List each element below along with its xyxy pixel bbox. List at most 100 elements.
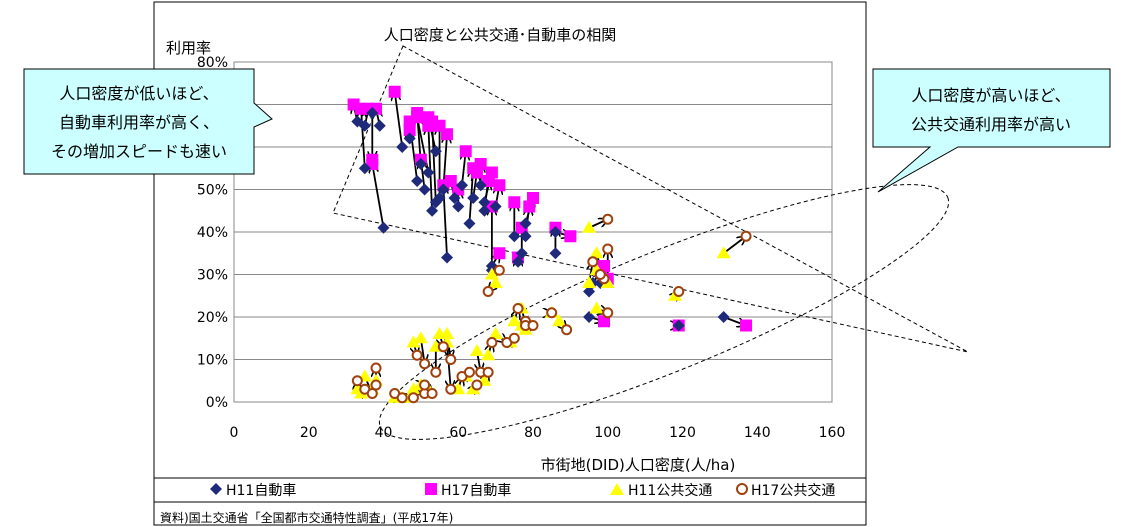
h11-car-point [489, 200, 502, 213]
h11-car-point [467, 192, 480, 204]
h11-car-point [549, 247, 562, 260]
h11-transit-point [582, 276, 597, 288]
h11-car-point [366, 107, 379, 119]
h11-car-point [549, 226, 562, 238]
h17-transit-point [602, 307, 614, 319]
h17-transit-point [370, 362, 382, 374]
h11-car-point [474, 179, 487, 192]
h17-transit-point [561, 324, 573, 336]
h11-transit-point [481, 348, 496, 361]
h17-transit-point [512, 303, 524, 314]
h11-car-point [512, 255, 525, 268]
h11-transit-point [589, 301, 604, 314]
h11-transit-point [413, 331, 428, 344]
x-tick-label: 120 [669, 425, 696, 441]
car-group-outline [332, 45, 969, 353]
h17-transit-point [445, 383, 457, 395]
h17-car-point [564, 230, 577, 243]
h17-car-point [493, 179, 506, 192]
legend-item-h11-transit: H11公共交通 [610, 482, 712, 499]
x-tick-label: 80 [524, 425, 542, 441]
h11-transit-point [488, 276, 503, 288]
gridlines [234, 104, 832, 360]
h11-car-point [418, 183, 431, 196]
right-callout-line-2: 公共交通利用率が高い [911, 115, 1071, 134]
left-callout-line-1: 人口密度が低いほど、 [59, 84, 218, 103]
x-axis-label: 市街地(DID)人口密度(人/ha) [541, 456, 736, 474]
data-marks [347, 85, 753, 404]
h17-transit-point [508, 332, 520, 344]
h17-car-point [598, 260, 611, 272]
h11-transit-point [440, 327, 455, 339]
h17-car-point [474, 158, 487, 170]
legend-marker-h11-transit [610, 483, 624, 495]
h17-transit-point [486, 337, 498, 348]
h17-car-point [388, 85, 401, 98]
h11-car-point [403, 132, 416, 145]
h11-car-point [455, 179, 468, 192]
h11-car-point [519, 230, 532, 243]
h17-transit-point [527, 320, 539, 331]
h11-transit-point [582, 220, 597, 233]
legend-label-h11-car: H11自動車 [226, 482, 296, 499]
h11-car-point [373, 119, 386, 132]
h17-transit-point [673, 286, 685, 297]
h17-car-point [493, 247, 506, 260]
h17-car-point [459, 145, 472, 158]
h11-transit-point [589, 246, 604, 259]
h17-transit-point [430, 366, 442, 378]
h17-transit-point [602, 243, 614, 255]
x-tick-label: 60 [449, 425, 467, 441]
x-tick-label: 140 [744, 425, 771, 441]
h11-transit-point [488, 327, 503, 339]
h17-transit-point [482, 286, 494, 297]
h17-transit-point [426, 388, 438, 399]
h11-car-point [414, 158, 427, 170]
x-tick-label: 100 [594, 425, 621, 441]
h11-car-point [478, 204, 491, 217]
h11-car-point [422, 166, 435, 179]
y-tick-label: 10% [197, 353, 228, 369]
x-tick-label: 20 [300, 425, 318, 441]
x-tick-label: 0 [230, 425, 239, 441]
legend-label-h11-transit: H11公共交通 [628, 482, 712, 499]
h11-car-point [583, 311, 596, 323]
h11-transit-point [484, 267, 499, 280]
h17-transit-point [482, 366, 494, 378]
legend-marker-h11-car [210, 483, 222, 495]
h17-transit-point [602, 213, 614, 225]
x-tick-labels: 0 20 40 60 80 100 120 140 160 [230, 425, 846, 441]
h11-car-point [429, 145, 442, 158]
h11-car-point [672, 319, 685, 332]
right-callout-line-1: 人口密度が高いほど、 [911, 86, 1070, 105]
h11-car-point [515, 247, 528, 260]
h17-transit-point [463, 366, 475, 378]
h17-transit-point [411, 349, 423, 361]
h11-car-point [437, 183, 450, 196]
h11-transit-point [406, 382, 421, 395]
left-callout-line-2: 自動車利用率が高く、 [59, 113, 219, 132]
h11-car-point [478, 196, 491, 209]
h11-transit-point [507, 314, 522, 327]
h11-car-point [717, 311, 730, 323]
left-callout-line-3: その増加スピードも速い [51, 142, 227, 161]
h11-car-point [377, 221, 390, 234]
car-change-arrow [361, 109, 365, 169]
h11-car-point [583, 285, 596, 298]
h11-car-point [441, 251, 454, 264]
h17-transit-point [407, 392, 419, 404]
legend-marker-h17-car [425, 483, 437, 495]
h11-car-point [411, 175, 424, 187]
left-callout-box [23, 68, 273, 175]
h11-car-point [358, 119, 371, 132]
h17-transit-point [546, 307, 558, 319]
h11-car-point [396, 141, 409, 153]
h17-car-point [411, 111, 424, 124]
h17-transit-point [419, 358, 431, 370]
car-change-arrow [395, 92, 404, 148]
y-tick-label: 0% [206, 395, 228, 411]
h11-car-point [433, 192, 446, 204]
legend-label-h17-transit: H17公共交通 [751, 482, 835, 499]
y-tick-label: 20% [197, 310, 228, 326]
transit-group-outline [378, 184, 950, 440]
